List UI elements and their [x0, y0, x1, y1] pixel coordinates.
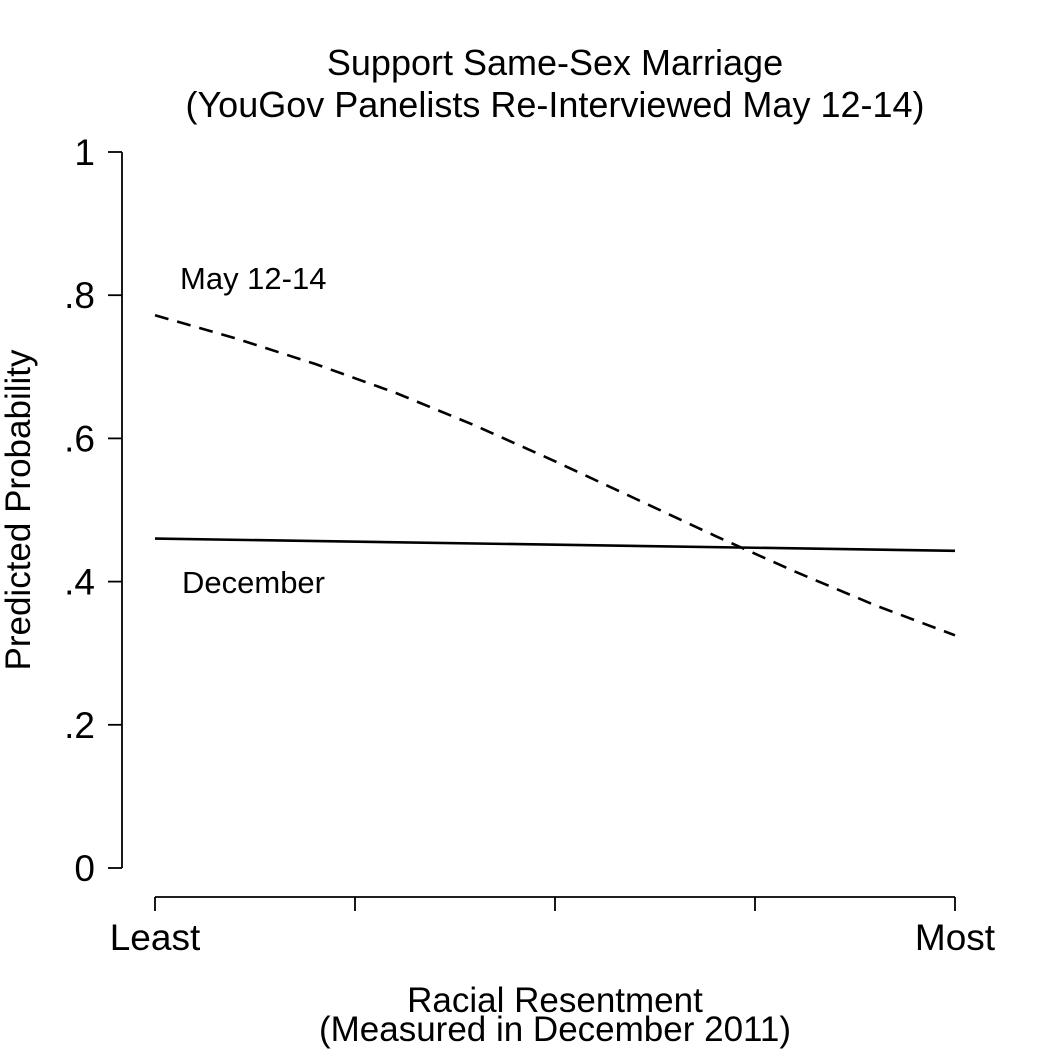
- chart-title: Support Same-Sex Marriage: [327, 42, 783, 83]
- x-tick-label: Most: [915, 917, 996, 958]
- y-tick-label: .4: [64, 562, 95, 603]
- x-tick-label: Least: [110, 917, 201, 958]
- series-line-december: [154, 537, 956, 553]
- y-tick-label: .6: [64, 418, 95, 459]
- y-axis-label: Predicted Probability: [0, 349, 38, 670]
- chart-subtitle: (YouGov Panelists Re-Interviewed May 12-…: [185, 84, 924, 125]
- y-tick-label: .2: [64, 705, 95, 746]
- series-annotation-december: December: [182, 565, 325, 600]
- y-tick-label: .8: [64, 275, 95, 316]
- x-axis-label-sub: (Measured in December 2011): [319, 1010, 791, 1049]
- y-tick-label: 1: [74, 132, 95, 173]
- x-axis-label: Racial Resentment: [407, 981, 703, 1020]
- series-line-may-12-14: [154, 313, 956, 637]
- axes: 0 .2 .4 .6 .8 1 Least Most: [64, 132, 996, 958]
- series-lines: [154, 313, 956, 637]
- series-annotation-may: May 12-14: [180, 261, 326, 296]
- y-tick-label: 0: [74, 848, 95, 889]
